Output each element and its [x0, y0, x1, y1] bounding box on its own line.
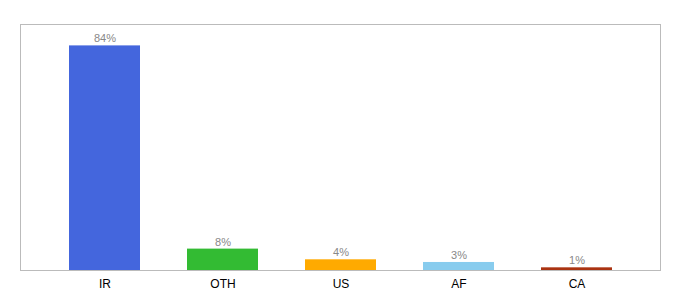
svg-text:1%: 1% — [569, 254, 585, 266]
svg-text:4%: 4% — [333, 246, 349, 258]
svg-text:OTH: OTH — [210, 277, 235, 291]
svg-text:CA: CA — [569, 277, 586, 291]
svg-text:3%: 3% — [451, 249, 467, 261]
svg-text:AF: AF — [451, 277, 466, 291]
svg-text:84%: 84% — [94, 32, 116, 44]
svg-text:IR: IR — [99, 277, 111, 291]
svg-text:US: US — [333, 277, 350, 291]
svg-text:8%: 8% — [215, 236, 231, 248]
